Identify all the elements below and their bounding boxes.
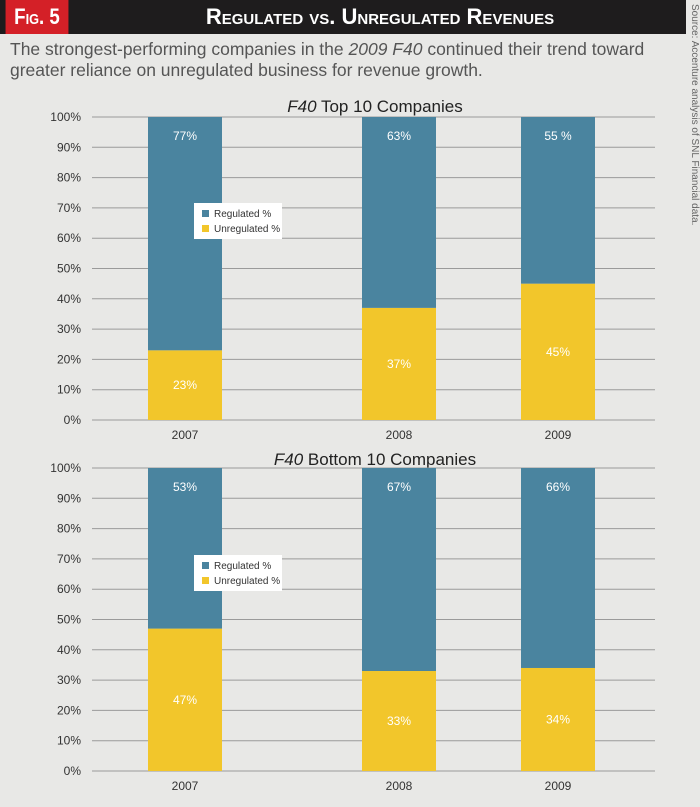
x-tick-label: 2008	[386, 428, 413, 442]
header-bar	[0, 0, 686, 34]
regulated-bar	[521, 468, 595, 668]
chart-title: F40 Top 10 Companies	[287, 97, 462, 116]
x-tick-label: 2008	[386, 779, 413, 793]
y-tick-label: 60%	[57, 582, 81, 596]
y-tick-label: 30%	[57, 673, 81, 687]
chart-title-rest: Top 10 Companies	[317, 97, 463, 116]
data-label: 77%	[173, 129, 197, 143]
y-tick-label: 0%	[64, 764, 82, 778]
y-tick-label: 10%	[57, 383, 81, 397]
figure-subtitle: The strongest-performing companies in th…	[10, 39, 660, 81]
figure-title: Regulated vs. Unregulated Revenues	[205, 4, 555, 29]
y-tick-label: 20%	[57, 352, 81, 366]
subtitle-text-end: continued their trend toward greater rel…	[10, 39, 645, 80]
y-tick-label: 80%	[57, 171, 81, 185]
y-tick-label: 90%	[57, 140, 81, 154]
y-tick-label: 40%	[57, 643, 81, 657]
legend-swatch	[202, 210, 209, 217]
subtitle-emphasis: 2009 F40	[348, 39, 423, 59]
y-tick-label: 70%	[57, 201, 81, 215]
x-tick-label: 2009	[545, 779, 572, 793]
chart-1: F40 Top 10 Companies 0% 10% 20% 30% 40% 50% 60%…	[50, 97, 655, 442]
unregulated-bar	[521, 283, 595, 420]
y-tick-label: 30%	[57, 322, 81, 336]
regulated-bar	[362, 117, 436, 308]
legend-label: Unregulated %	[214, 576, 280, 587]
y-tick-label: 90%	[57, 491, 81, 505]
chart-title-rest: Bottom 10 Companies	[303, 450, 476, 469]
data-label: 37%	[387, 357, 411, 371]
unregulated-bar	[362, 307, 436, 420]
figure-number: Fig. 5	[5, 0, 69, 34]
data-label: 47%	[173, 693, 197, 707]
data-label: 66%	[546, 480, 570, 494]
data-label: 23%	[173, 378, 197, 392]
unregulated-bar	[521, 667, 595, 771]
chart-title: F40 Bottom 10 Companies	[274, 450, 476, 469]
chart-title-em: F40	[274, 450, 304, 469]
unregulated-bar	[362, 671, 436, 771]
legend-box	[194, 203, 282, 239]
y-tick-label: 50%	[57, 262, 81, 276]
legend: Regulated % Unregulated %	[194, 555, 282, 591]
legend-label: Unregulated %	[214, 224, 280, 235]
y-tick-label: 100%	[50, 461, 81, 475]
legend-swatch	[202, 225, 209, 232]
y-tick-label: 60%	[57, 231, 81, 245]
legend-label: Regulated %	[214, 561, 271, 572]
y-tick-label: 10%	[57, 734, 81, 748]
legend: Regulated % Unregulated %	[194, 203, 282, 239]
chart-2: F40 Bottom 10 Companies 0% 10% 20% 30% 40% 50%…	[50, 450, 655, 793]
x-tick-label: 2007	[172, 428, 199, 442]
subtitle-text: The strongest-performing companies in th…	[10, 39, 349, 59]
data-label: 45%	[546, 345, 570, 359]
regulated-bar	[362, 468, 436, 672]
chart-title-em: F40	[287, 97, 317, 116]
regulated-bar	[148, 468, 222, 629]
unregulated-bar	[148, 628, 222, 771]
unregulated-bar	[148, 350, 222, 420]
legend-box	[194, 555, 282, 591]
legend-label: Regulated %	[214, 209, 271, 220]
y-tick-label: 70%	[57, 552, 81, 566]
y-tick-label: 80%	[57, 522, 81, 536]
data-label: 34%	[546, 712, 570, 726]
data-label: 67%	[387, 480, 411, 494]
y-tick-label: 0%	[64, 413, 82, 427]
x-tick-label: 2009	[545, 428, 572, 442]
data-label: 53%	[173, 480, 197, 494]
legend-swatch	[202, 562, 209, 569]
data-label: 33%	[387, 714, 411, 728]
y-tick-label: 100%	[50, 110, 81, 124]
y-tick-label: 20%	[57, 703, 81, 717]
y-tick-label: 50%	[57, 613, 81, 627]
legend-swatch	[202, 577, 209, 584]
data-label: 63%	[387, 129, 411, 143]
regulated-bar	[521, 117, 595, 284]
x-tick-label: 2007	[172, 779, 199, 793]
y-tick-label: 40%	[57, 292, 81, 306]
data-label: 55 %	[544, 129, 572, 143]
